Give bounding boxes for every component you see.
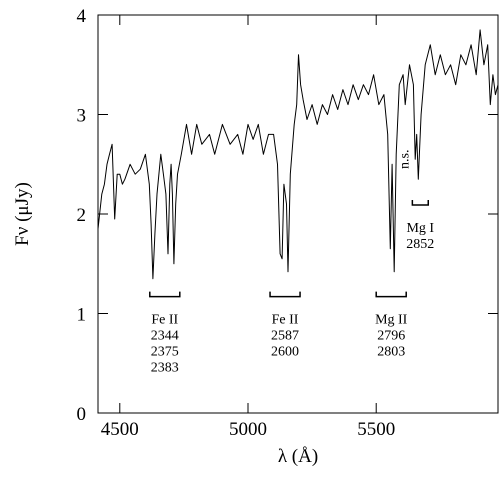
annotation-label: Mg I [406,221,434,236]
annotation-label: 2383 [151,361,179,376]
annotation-label: Fe II [151,313,178,328]
x-tick-label: 5500 [357,419,395,440]
bracket [375,291,407,298]
annotation-label: Mg II [375,313,408,328]
bracket [149,291,181,298]
annotation-label: 2852 [406,237,434,252]
annotation-label: 2344 [151,329,179,344]
note: n.s. [397,150,412,169]
x-tick-label: 5000 [229,419,267,440]
y-axis-label: Fν (μJy) [12,182,33,246]
y-tick-label: 1 [77,305,87,326]
x-axis-label: λ (Å) [278,446,318,467]
bracket [411,200,430,206]
spectrum-line [97,29,499,280]
y-tick-label: 2 [77,205,87,226]
annotation-label: 2796 [377,329,405,344]
annotation-label: 2375 [151,345,179,360]
y-tick-label: 3 [77,106,87,127]
bracket [269,291,301,298]
x-tick-label: 4500 [101,419,139,440]
y-tick-label: 0 [77,404,87,425]
y-tick-label: 4 [77,6,87,27]
annotation-label: Fe II [272,313,299,328]
annotation-label: 2587 [271,329,299,344]
annotation-label: 2600 [271,345,299,360]
annotation-label: 2803 [377,345,405,360]
